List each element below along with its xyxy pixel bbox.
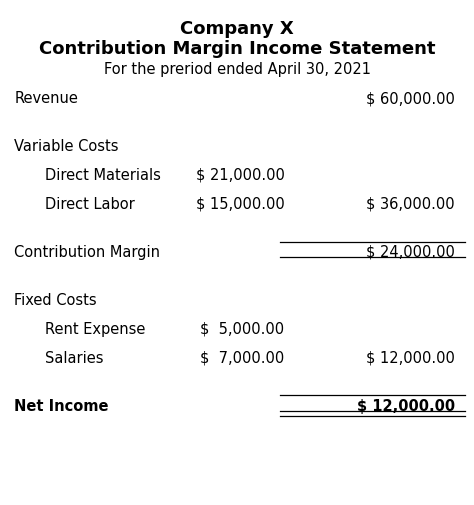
Text: Rent Expense: Rent Expense	[45, 321, 146, 336]
Text: $ 12,000.00: $ 12,000.00	[366, 350, 455, 365]
Text: Salaries: Salaries	[45, 350, 103, 365]
Text: $ 36,000.00: $ 36,000.00	[366, 196, 455, 212]
Text: Net Income: Net Income	[14, 398, 109, 413]
Text: $ 60,000.00: $ 60,000.00	[366, 91, 455, 106]
Text: $  7,000.00: $ 7,000.00	[200, 350, 284, 365]
Text: $  5,000.00: $ 5,000.00	[201, 321, 284, 336]
Text: Direct Labor: Direct Labor	[45, 196, 135, 212]
Text: $ 24,000.00: $ 24,000.00	[366, 244, 455, 260]
Text: $ 12,000.00: $ 12,000.00	[357, 398, 455, 413]
Text: $ 21,000.00: $ 21,000.00	[195, 168, 284, 183]
Text: Company X: Company X	[180, 20, 294, 38]
Text: Contribution Margin: Contribution Margin	[14, 244, 160, 260]
Text: For the preriod ended April 30, 2021: For the preriod ended April 30, 2021	[103, 62, 371, 77]
Text: Fixed Costs: Fixed Costs	[14, 292, 97, 308]
Text: Variable Costs: Variable Costs	[14, 139, 118, 154]
Text: Revenue: Revenue	[14, 91, 78, 106]
Text: Contribution Margin Income Statement: Contribution Margin Income Statement	[39, 40, 435, 59]
Text: Direct Materials: Direct Materials	[45, 168, 161, 183]
Text: $ 15,000.00: $ 15,000.00	[196, 196, 284, 212]
